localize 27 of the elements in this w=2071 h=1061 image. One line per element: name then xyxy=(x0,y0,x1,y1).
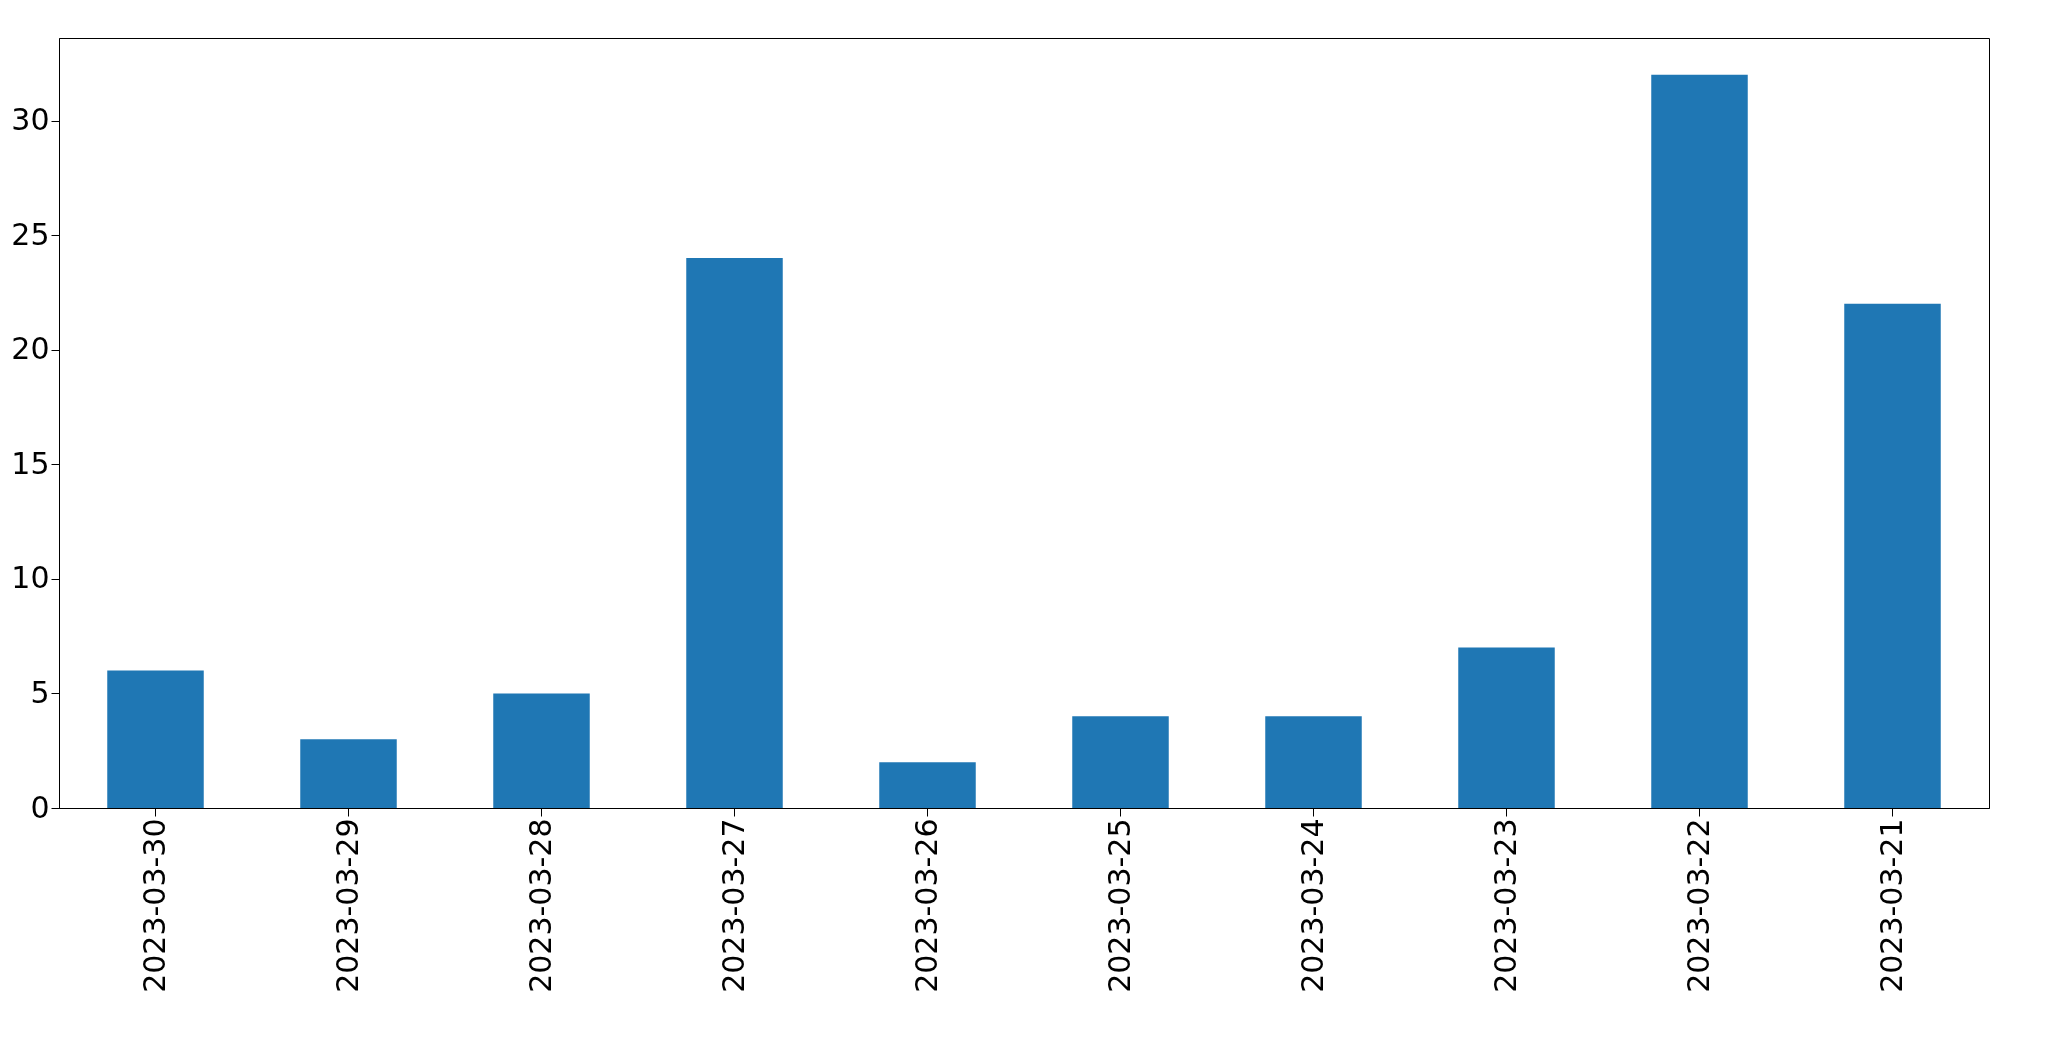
x-tick-label: 2023-03-26 xyxy=(908,818,944,993)
x-tick-label: 2023-03-25 xyxy=(1101,818,1137,993)
x-tick-label: 2023-03-23 xyxy=(1487,818,1523,993)
x-tick-label: 2023-03-21 xyxy=(1873,818,1909,993)
bar xyxy=(1458,647,1555,808)
x-tick-label: 2023-03-30 xyxy=(136,818,172,993)
x-tick-label: 2023-03-29 xyxy=(329,818,365,993)
bar xyxy=(1265,716,1362,808)
bar xyxy=(879,762,976,808)
y-tick-label: 25 xyxy=(11,216,50,252)
y-tick-label: 15 xyxy=(11,445,50,481)
y-tick-label: 20 xyxy=(11,331,50,367)
y-tick-label: 30 xyxy=(11,102,50,137)
bar xyxy=(300,739,397,808)
bar xyxy=(1072,716,1169,808)
bar xyxy=(1844,303,1941,808)
x-tick-label: 2023-03-27 xyxy=(715,818,751,993)
x-tick-label: 2023-03-24 xyxy=(1294,818,1330,993)
bar xyxy=(107,670,204,808)
y-tick-label: 0 xyxy=(30,789,50,825)
bar xyxy=(493,693,590,808)
bar xyxy=(686,258,783,808)
y-tick-label: 10 xyxy=(11,560,50,596)
x-tick-label: 2023-03-22 xyxy=(1680,818,1716,993)
bar xyxy=(1651,74,1748,808)
y-tick-label: 5 xyxy=(30,674,50,710)
x-tick-label: 2023-03-28 xyxy=(522,818,558,993)
